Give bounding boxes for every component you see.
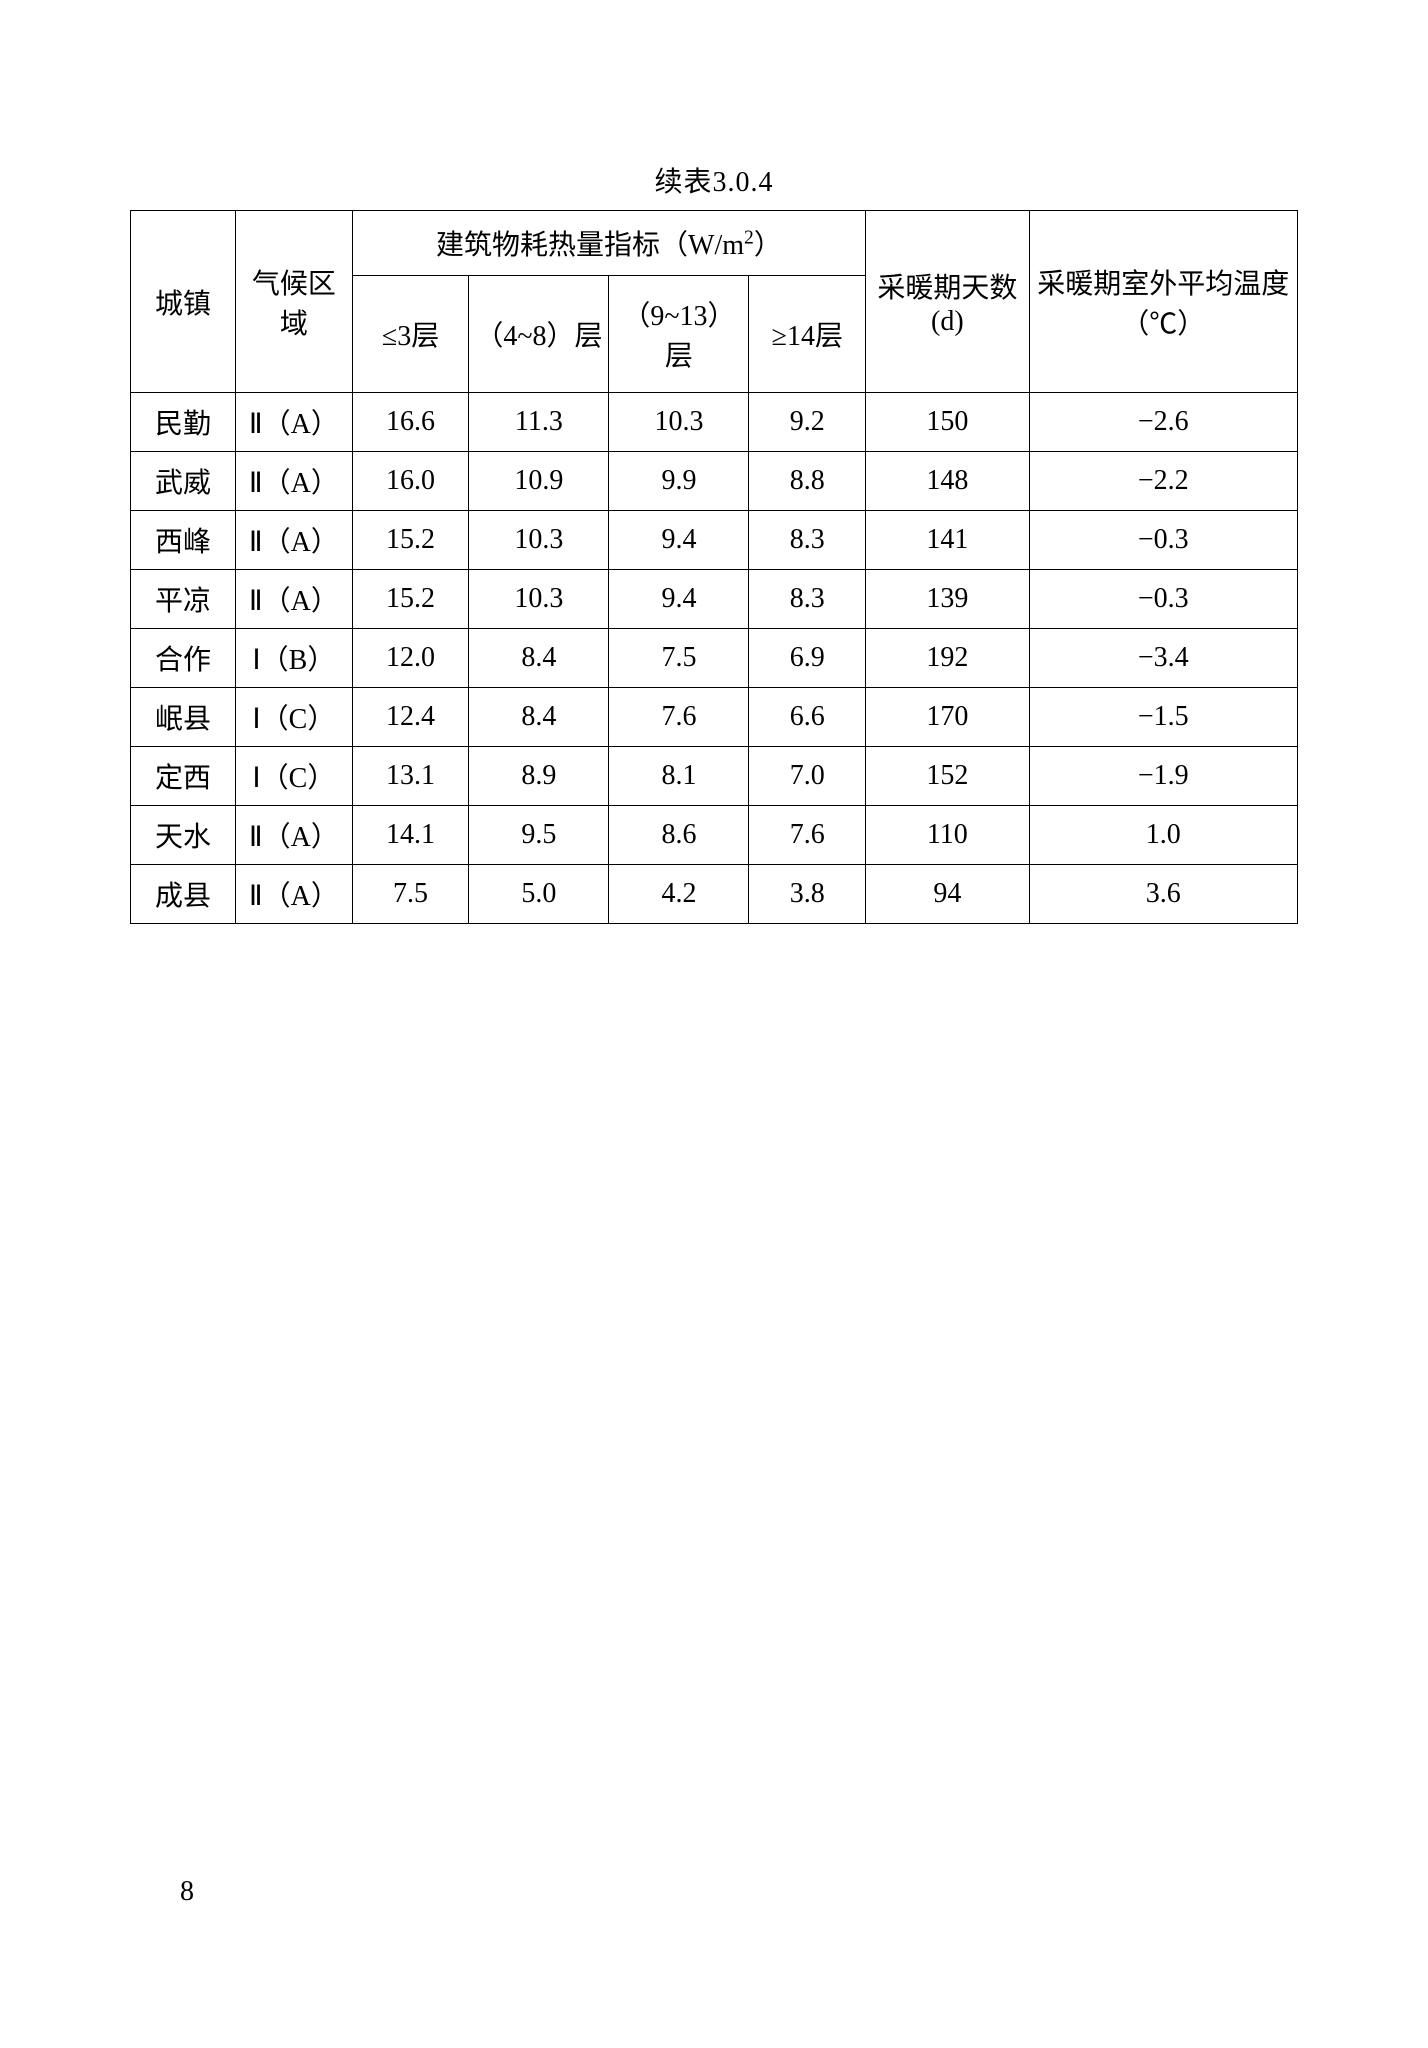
cell-town: 岷县 [131, 688, 236, 747]
cell-town: 定西 [131, 747, 236, 806]
cell-h4: 3.8 [749, 865, 866, 924]
cell-temp: −2.2 [1029, 452, 1297, 511]
cell-h3: 8.6 [609, 806, 749, 865]
cell-h1: 16.6 [352, 393, 469, 452]
table-row: 武威Ⅱ（A）16.010.99.98.8148−2.2 [131, 452, 1298, 511]
cell-h1: 14.1 [352, 806, 469, 865]
th-heat-group: 建筑物耗热量指标（W/m2） [352, 211, 865, 276]
cell-zone: Ⅰ（B） [236, 629, 353, 688]
cell-h3: 9.4 [609, 570, 749, 629]
cell-days: 110 [866, 806, 1029, 865]
table-row: 成县Ⅱ（A）7.55.04.23.8943.6 [131, 865, 1298, 924]
page-number: 8 [180, 1876, 194, 1908]
cell-days: 139 [866, 570, 1029, 629]
cell-zone: Ⅰ（C） [236, 688, 353, 747]
table-caption: 续表3.0.4 [130, 160, 1298, 200]
cell-temp: −0.3 [1029, 511, 1297, 570]
th-days: 采暖期天数(d) [866, 211, 1029, 393]
cell-temp: 1.0 [1029, 806, 1297, 865]
cell-h3: 9.9 [609, 452, 749, 511]
cell-h4: 8.3 [749, 570, 866, 629]
table-row: 合作Ⅰ（B）12.08.47.56.9192−3.4 [131, 629, 1298, 688]
cell-h2: 8.4 [469, 688, 609, 747]
cell-h3: 7.6 [609, 688, 749, 747]
cell-temp: −1.9 [1029, 747, 1297, 806]
cell-zone: Ⅱ（A） [236, 865, 353, 924]
th-temp: 采暖期室外平均温度（℃） [1029, 211, 1297, 393]
table-row: 岷县Ⅰ（C）12.48.47.66.6170−1.5 [131, 688, 1298, 747]
cell-town: 天水 [131, 806, 236, 865]
cell-h1: 13.1 [352, 747, 469, 806]
cell-days: 148 [866, 452, 1029, 511]
cell-zone: Ⅱ（A） [236, 511, 353, 570]
cell-town: 成县 [131, 865, 236, 924]
cell-temp: 3.6 [1029, 865, 1297, 924]
cell-h3: 7.5 [609, 629, 749, 688]
cell-h2: 11.3 [469, 393, 609, 452]
cell-h2: 8.4 [469, 629, 609, 688]
table-row: 天水Ⅱ（A）14.19.58.67.61101.0 [131, 806, 1298, 865]
cell-h3: 9.4 [609, 511, 749, 570]
cell-days: 150 [866, 393, 1029, 452]
cell-zone: Ⅱ（A） [236, 393, 353, 452]
cell-town: 平凉 [131, 570, 236, 629]
cell-days: 170 [866, 688, 1029, 747]
cell-days: 94 [866, 865, 1029, 924]
th-le3: ≤3层 [352, 276, 469, 393]
cell-days: 192 [866, 629, 1029, 688]
table-row: 西峰Ⅱ（A）15.210.39.48.3141−0.3 [131, 511, 1298, 570]
th-4-8: （4~8）层 [469, 276, 609, 393]
cell-town: 民勤 [131, 393, 236, 452]
table-row: 民勤Ⅱ（A）16.611.310.39.2150−2.6 [131, 393, 1298, 452]
cell-h2: 5.0 [469, 865, 609, 924]
th-town: 城镇 [131, 211, 236, 393]
cell-h4: 7.6 [749, 806, 866, 865]
cell-zone: Ⅱ（A） [236, 452, 353, 511]
cell-town: 西峰 [131, 511, 236, 570]
cell-days: 141 [866, 511, 1029, 570]
cell-town: 武威 [131, 452, 236, 511]
cell-h4: 8.3 [749, 511, 866, 570]
cell-h1: 15.2 [352, 570, 469, 629]
cell-town: 合作 [131, 629, 236, 688]
cell-zone: Ⅱ（A） [236, 806, 353, 865]
th-9-13: （9~13）层 [609, 276, 749, 393]
cell-h1: 15.2 [352, 511, 469, 570]
cell-h4: 6.9 [749, 629, 866, 688]
cell-temp: −3.4 [1029, 629, 1297, 688]
cell-zone: Ⅰ（C） [236, 747, 353, 806]
cell-days: 152 [866, 747, 1029, 806]
cell-temp: −2.6 [1029, 393, 1297, 452]
cell-h1: 12.4 [352, 688, 469, 747]
cell-h4: 8.8 [749, 452, 866, 511]
heat-index-table: 城镇 气候区域 建筑物耗热量指标（W/m2） 采暖期天数(d) 采暖期室外平均温… [130, 210, 1298, 924]
cell-h2: 8.9 [469, 747, 609, 806]
cell-zone: Ⅱ（A） [236, 570, 353, 629]
th-ge14: ≥14层 [749, 276, 866, 393]
cell-h2: 10.3 [469, 511, 609, 570]
table-row: 定西Ⅰ（C）13.18.98.17.0152−1.9 [131, 747, 1298, 806]
table-row: 平凉Ⅱ（A）15.210.39.48.3139−0.3 [131, 570, 1298, 629]
table-body: 民勤Ⅱ（A）16.611.310.39.2150−2.6武威Ⅱ（A）16.010… [131, 393, 1298, 924]
cell-temp: −1.5 [1029, 688, 1297, 747]
cell-h2: 10.9 [469, 452, 609, 511]
cell-h1: 7.5 [352, 865, 469, 924]
cell-h3: 10.3 [609, 393, 749, 452]
cell-h2: 10.3 [469, 570, 609, 629]
cell-h3: 4.2 [609, 865, 749, 924]
cell-h1: 16.0 [352, 452, 469, 511]
cell-h4: 9.2 [749, 393, 866, 452]
cell-h4: 7.0 [749, 747, 866, 806]
cell-h3: 8.1 [609, 747, 749, 806]
cell-h1: 12.0 [352, 629, 469, 688]
cell-h2: 9.5 [469, 806, 609, 865]
th-zone: 气候区域 [236, 211, 353, 393]
cell-temp: −0.3 [1029, 570, 1297, 629]
cell-h4: 6.6 [749, 688, 866, 747]
